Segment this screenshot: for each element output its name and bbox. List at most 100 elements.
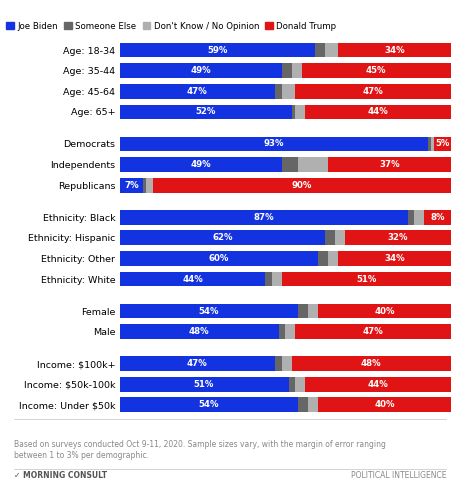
Text: 62%: 62% bbox=[212, 233, 232, 242]
Text: 32%: 32% bbox=[387, 233, 407, 242]
Bar bbox=[274, 356, 281, 371]
Text: 52%: 52% bbox=[195, 107, 215, 117]
Text: 49%: 49% bbox=[190, 66, 211, 75]
Bar bbox=[119, 272, 265, 287]
Bar bbox=[423, 210, 450, 225]
Bar bbox=[285, 324, 295, 339]
Bar bbox=[328, 157, 450, 172]
Bar bbox=[278, 324, 285, 339]
Text: 93%: 93% bbox=[263, 139, 283, 149]
Text: 49%: 49% bbox=[190, 160, 211, 169]
Text: 34%: 34% bbox=[383, 45, 404, 55]
Bar bbox=[146, 178, 152, 193]
Bar bbox=[142, 178, 146, 193]
Bar bbox=[119, 178, 142, 193]
Text: 44%: 44% bbox=[367, 107, 387, 117]
Text: 5%: 5% bbox=[434, 139, 449, 149]
Bar bbox=[119, 210, 407, 225]
Bar bbox=[281, 272, 450, 287]
Bar bbox=[281, 63, 291, 78]
Bar bbox=[119, 43, 314, 58]
Bar bbox=[414, 210, 423, 225]
Text: 87%: 87% bbox=[253, 212, 274, 222]
Bar bbox=[291, 63, 301, 78]
Bar bbox=[433, 136, 450, 151]
Text: 47%: 47% bbox=[362, 327, 382, 336]
Bar bbox=[298, 397, 308, 412]
Bar bbox=[281, 356, 291, 371]
Text: 47%: 47% bbox=[187, 87, 207, 96]
Text: 37%: 37% bbox=[378, 160, 399, 169]
Bar bbox=[344, 230, 450, 245]
Bar bbox=[295, 105, 304, 120]
Bar bbox=[119, 324, 278, 339]
Text: 45%: 45% bbox=[365, 66, 386, 75]
Bar bbox=[295, 377, 304, 392]
Bar bbox=[324, 230, 334, 245]
Bar bbox=[288, 377, 295, 392]
Bar bbox=[318, 303, 450, 318]
Text: 44%: 44% bbox=[367, 380, 387, 389]
Bar bbox=[119, 356, 274, 371]
Bar bbox=[298, 303, 308, 318]
Bar bbox=[318, 397, 450, 412]
Bar bbox=[291, 356, 450, 371]
Bar bbox=[295, 84, 450, 99]
Bar bbox=[430, 136, 433, 151]
Text: ✓ MORNING CONSULT: ✓ MORNING CONSULT bbox=[14, 471, 106, 480]
Legend: Joe Biden, Someone Else, Don't Know / No Opinion, Donald Trump: Joe Biden, Someone Else, Don't Know / No… bbox=[6, 22, 336, 30]
Bar bbox=[337, 251, 450, 266]
Bar bbox=[271, 272, 281, 287]
Text: 8%: 8% bbox=[429, 212, 444, 222]
Text: 51%: 51% bbox=[193, 380, 214, 389]
Text: 48%: 48% bbox=[360, 359, 381, 368]
Bar bbox=[281, 157, 298, 172]
Bar bbox=[295, 324, 450, 339]
Bar bbox=[337, 43, 450, 58]
Bar bbox=[152, 178, 450, 193]
Bar bbox=[119, 377, 288, 392]
Bar bbox=[119, 397, 298, 412]
Bar bbox=[119, 63, 281, 78]
Text: Based on surveys conducted Oct 9-11, 2020. Sample sizes vary, with the margin of: Based on surveys conducted Oct 9-11, 202… bbox=[14, 440, 385, 460]
Text: 54%: 54% bbox=[198, 400, 219, 409]
Bar bbox=[314, 43, 324, 58]
Text: 54%: 54% bbox=[198, 306, 219, 316]
Bar bbox=[119, 303, 298, 318]
Bar bbox=[274, 84, 281, 99]
Bar bbox=[119, 84, 274, 99]
Text: 40%: 40% bbox=[374, 306, 394, 316]
Bar bbox=[301, 63, 450, 78]
Bar bbox=[427, 136, 430, 151]
Text: 90%: 90% bbox=[291, 181, 311, 190]
Bar bbox=[298, 157, 328, 172]
Text: 40%: 40% bbox=[374, 400, 394, 409]
Bar bbox=[334, 230, 344, 245]
Text: 47%: 47% bbox=[187, 359, 207, 368]
Bar bbox=[407, 210, 414, 225]
Bar bbox=[265, 272, 271, 287]
Bar bbox=[291, 105, 295, 120]
Bar bbox=[119, 157, 281, 172]
Text: 34%: 34% bbox=[383, 254, 404, 263]
Bar bbox=[304, 377, 450, 392]
Text: 60%: 60% bbox=[208, 254, 229, 263]
Bar bbox=[308, 303, 318, 318]
Bar bbox=[119, 251, 318, 266]
Text: 7%: 7% bbox=[123, 181, 138, 190]
Bar bbox=[324, 43, 337, 58]
Bar bbox=[281, 84, 295, 99]
Bar bbox=[328, 251, 337, 266]
Bar bbox=[119, 230, 324, 245]
Text: 48%: 48% bbox=[188, 327, 209, 336]
Bar bbox=[304, 105, 450, 120]
Bar bbox=[318, 251, 328, 266]
Bar bbox=[119, 136, 427, 151]
Text: 47%: 47% bbox=[362, 87, 382, 96]
Text: POLITICAL INTELLIGENCE: POLITICAL INTELLIGENCE bbox=[350, 471, 445, 480]
Text: 44%: 44% bbox=[182, 274, 202, 284]
Bar bbox=[308, 397, 318, 412]
Bar bbox=[119, 105, 291, 120]
Text: 51%: 51% bbox=[355, 274, 376, 284]
Text: 59%: 59% bbox=[207, 45, 227, 55]
